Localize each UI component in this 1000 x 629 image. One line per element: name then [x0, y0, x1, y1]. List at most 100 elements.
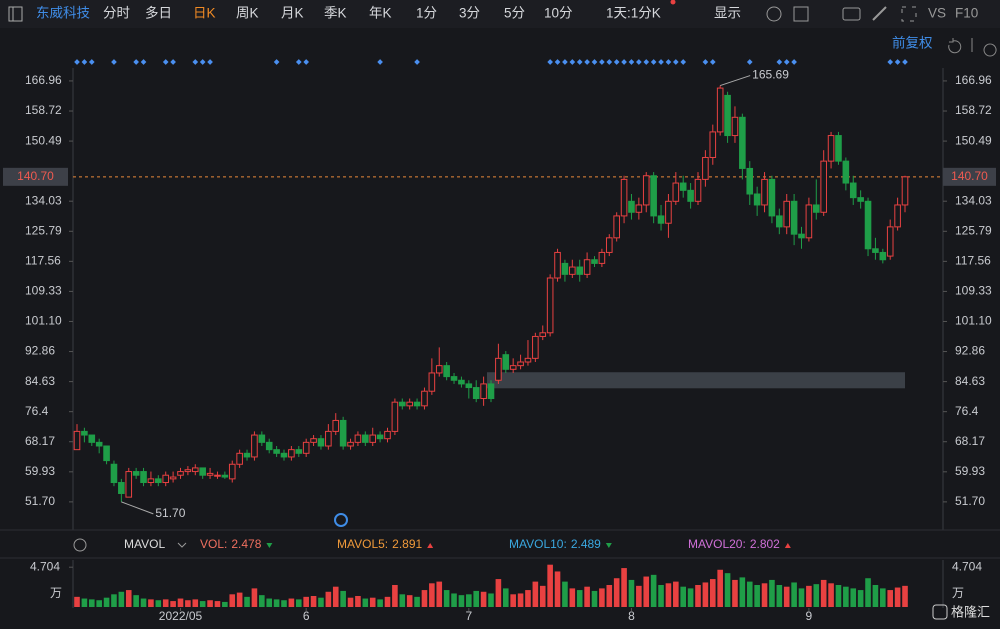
indicator-value: 2.478: [231, 537, 261, 551]
period-select[interactable]: 1天:1分K: [606, 6, 661, 21]
sidebar-icon[interactable]: [8, 6, 23, 22]
volume-bar: [850, 588, 857, 607]
volume-bar: [429, 583, 435, 607]
reset-icon[interactable]: [948, 38, 962, 54]
indicator-trend: [427, 543, 434, 548]
fullscreen-icon[interactable]: [901, 6, 917, 22]
signal-dot: [902, 59, 908, 65]
candle-body: [376, 434, 384, 440]
candle-body: [406, 401, 413, 407]
volume-bar: [680, 586, 687, 607]
period-tab[interactable]: 5分: [504, 6, 525, 21]
signal-dot: [709, 59, 716, 65]
volume-bar: [170, 601, 176, 607]
checkbox-icon[interactable]: [793, 6, 809, 22]
adjust-button[interactable]: 前复权: [892, 35, 933, 51]
volume-bar: [355, 596, 361, 607]
signal-dot: [606, 59, 613, 65]
candle-body: [842, 160, 850, 184]
volume-bar: [295, 599, 302, 607]
signal-dot: [636, 59, 642, 65]
volume-bar: [591, 590, 598, 607]
period-tab[interactable]: 季K: [324, 6, 347, 21]
volume-bar: [502, 588, 509, 607]
volume-bar: [222, 601, 228, 607]
candle-body: [879, 251, 887, 261]
logo-text: 格隆汇: [951, 604, 990, 619]
volume-bar: [88, 599, 95, 607]
indicator-settings-icon[interactable]: [73, 538, 87, 552]
signal-dot: [672, 59, 679, 65]
period-tab[interactable]: 1分: [416, 6, 437, 21]
candle-body: [798, 233, 805, 239]
indicator-value: 2.802: [750, 537, 780, 551]
candle-body: [642, 175, 650, 206]
volume-bar: [621, 568, 627, 607]
period-tab[interactable]: 周K: [236, 6, 259, 21]
x-tick-label: 9: [806, 609, 813, 623]
display-menu[interactable]: 显示: [714, 6, 741, 21]
candle-body: [347, 441, 354, 447]
volume-bar: [783, 586, 790, 607]
period-tab[interactable]: 年K: [369, 6, 392, 21]
period-tab[interactable]: 3分: [459, 6, 480, 21]
candle-body: [857, 197, 864, 202]
volume-bar: [872, 585, 879, 607]
candle-body: [191, 467, 199, 473]
candle-body: [443, 365, 450, 378]
f10-button[interactable]: F10: [955, 6, 978, 21]
period-tab[interactable]: 多日: [145, 5, 172, 21]
signal-dot: [776, 59, 783, 65]
camera-icon[interactable]: [842, 7, 861, 21]
candle-body: [849, 182, 857, 199]
stock-name[interactable]: 东威科技: [36, 6, 90, 21]
x-tick-label: 7: [465, 609, 472, 623]
min-leader: [121, 501, 154, 515]
volume-bar: [259, 595, 265, 607]
period-tab[interactable]: 日K: [193, 6, 216, 21]
candle-body: [354, 434, 362, 443]
candle-body: [746, 167, 754, 195]
candle-body: [206, 472, 214, 476]
volume-bar: [251, 588, 258, 607]
indicator-trend: [605, 543, 612, 548]
volume-bar: [828, 583, 834, 607]
locate-icon[interactable]: [334, 513, 348, 527]
candle-body: [162, 474, 170, 484]
period-tab[interactable]: 分时: [103, 6, 130, 21]
pen-icon[interactable]: [872, 6, 887, 21]
volume-bar: [229, 594, 236, 607]
indicator-name[interactable]: MAVOL: [124, 537, 165, 551]
volume-bar: [288, 598, 295, 607]
y-tick-label: 134.03: [25, 193, 62, 207]
signal-dot: [613, 59, 620, 65]
compare-button[interactable]: VS: [928, 6, 946, 21]
volume-bar: [880, 588, 886, 607]
volume-bar: [214, 601, 221, 607]
indicator-trend: [784, 543, 791, 548]
volume-bar: [857, 590, 864, 607]
candle-body: [702, 156, 709, 180]
settings-icon[interactable]: [766, 6, 782, 22]
volume-bar: [362, 598, 369, 607]
volume-bar: [162, 599, 169, 607]
candle-body: [169, 476, 177, 480]
volume-bar: [776, 585, 783, 607]
period-tab[interactable]: 10分: [544, 6, 573, 21]
zoom-icons[interactable]: [971, 38, 997, 57]
indicator-dropdown[interactable]: [177, 542, 187, 548]
candle-body: [694, 178, 702, 202]
volume-bar: [192, 599, 199, 607]
candle-body: [812, 204, 820, 213]
candle-body: [184, 469, 192, 473]
volume-bar: [495, 579, 502, 607]
period-tab[interactable]: 月K: [281, 6, 304, 21]
volume-bar: [599, 588, 605, 607]
signal-dot: [562, 59, 568, 65]
candle-body: [280, 452, 288, 458]
signal-dot: [643, 59, 650, 65]
volume-bar: [325, 591, 332, 607]
signal-dot: [628, 59, 635, 65]
x-tick-label: 6: [303, 609, 310, 623]
min-label: 51.70: [155, 506, 185, 520]
